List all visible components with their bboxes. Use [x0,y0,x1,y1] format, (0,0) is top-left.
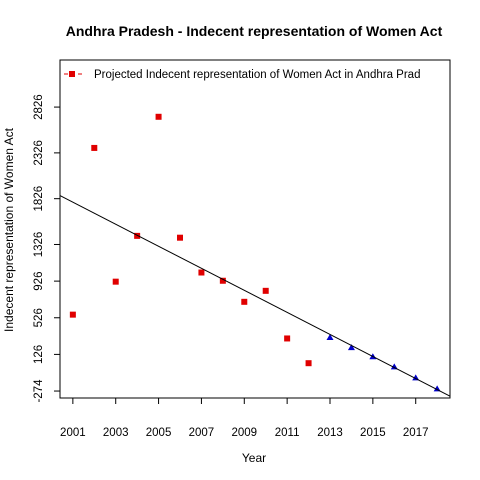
x-tick-label: 2009 [231,427,257,439]
data-point-square [219,277,226,284]
data-point-square [198,269,205,276]
legend: Projected Indecent representation of Wom… [64,69,420,81]
data-point-square [112,278,119,285]
data-point-square [69,311,76,318]
data-point-square [262,287,269,294]
x-tick-label: 2003 [103,427,129,439]
x-tick-label: 2001 [60,427,86,439]
y-tick-label: 926 [33,272,45,291]
y-tick-label: 2326 [33,140,45,166]
trend-line [59,195,451,397]
x-tick-label: 2005 [146,427,172,439]
x-axis: 2001 2003 2005 2007 2009 2011 2013 2015 2017 [60,398,429,439]
plot-area-frame [59,59,451,399]
x-tick-label: 2011 [275,427,300,439]
y-tick-label: 2826 [33,94,45,120]
legend-marker-sample [69,71,75,77]
y-tick-label: 126 [33,345,45,364]
x-tick-label: 2007 [189,427,215,439]
data-point-triangle [326,334,334,341]
x-tick-label: 2015 [360,427,386,439]
y-tick-label: 1826 [33,186,45,212]
data-point-square [155,113,162,120]
y-tick-label: 526 [33,308,45,327]
x-axis-label: Year [242,451,266,465]
data-point-square [91,144,98,151]
data-point-square [177,234,183,241]
data-point-square [134,232,141,239]
data-point-square [284,335,291,342]
x-tick-label: 2013 [317,427,343,439]
data-point-triangle [347,344,355,351]
y-tick-label: -274 [33,379,45,403]
plot-layer [59,113,451,397]
chart-title: Andhra Pradesh - Indecent representation… [66,23,443,39]
data-point-triangle [412,374,420,381]
y-tick-label: 1326 [33,232,45,258]
data-point-square [305,360,312,367]
y-axis: -274 126 526 926 1326 1826 2326 2826 [33,94,60,403]
data-point-triangle [433,385,441,392]
x-tick-label: 2017 [403,427,429,439]
y-axis-label: Indecent representation of Women Act [2,127,16,332]
legend-label: Projected Indecent representation of Wom… [94,69,420,81]
data-point-square [241,298,248,305]
